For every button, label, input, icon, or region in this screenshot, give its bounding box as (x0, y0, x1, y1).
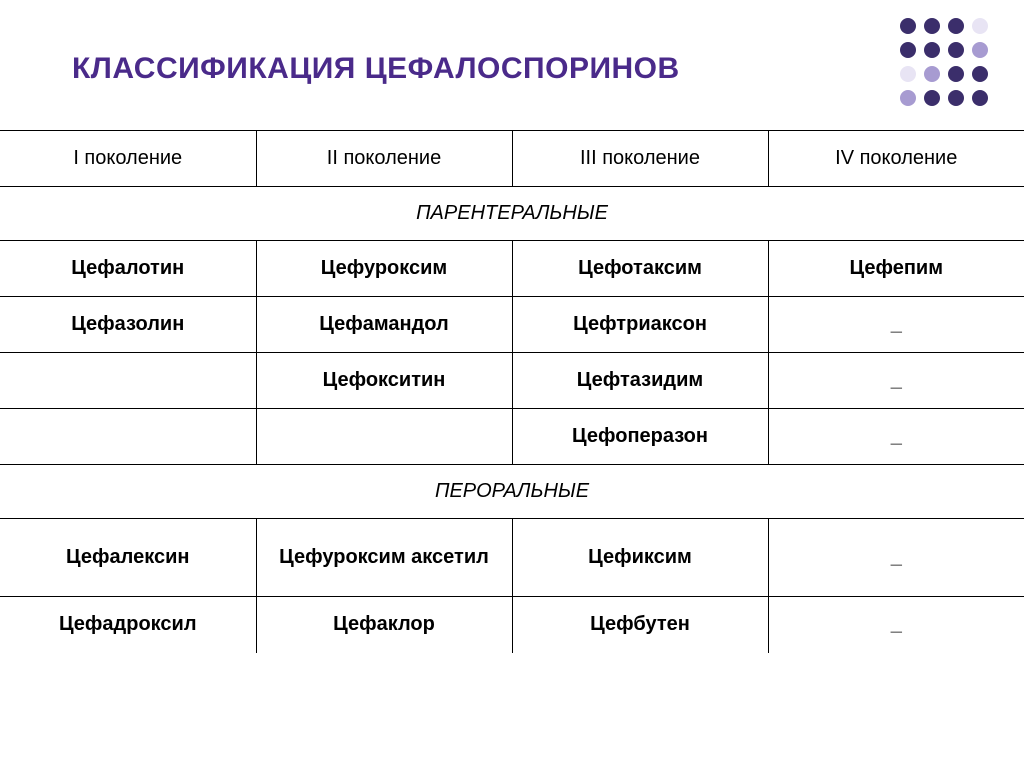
section-label: ПАРЕНТЕРАЛЬНЫЕ (0, 187, 1024, 241)
dot-icon (900, 18, 916, 34)
col-header: IV поколение (768, 131, 1024, 187)
col-header: II поколение (256, 131, 512, 187)
dot-icon (900, 42, 916, 58)
classification-table: I поколение II поколение III поколение I… (0, 130, 1024, 653)
table-row: Цефалексин Цефуроксим аксетил Цефиксим _ (0, 519, 1024, 597)
cell: Цефепим (768, 241, 1024, 297)
section-row: ПАРЕНТЕРАЛЬНЫЕ (0, 187, 1024, 241)
dot-icon (972, 18, 988, 34)
page-title: КЛАССИФИКАЦИЯ ЦЕФАЛОСПОРИНОВ (72, 52, 680, 86)
dot-icon (924, 90, 940, 106)
cell: Цефотаксим (512, 241, 768, 297)
cell: Цефокситин (256, 353, 512, 409)
cell: Цефазолин (0, 297, 256, 353)
cell: Цефоперазон (512, 409, 768, 465)
cell: Цефалексин (0, 519, 256, 597)
cell: _ (768, 519, 1024, 597)
cell: Цефуроксим аксетил (256, 519, 512, 597)
col-header: I поколение (0, 131, 256, 187)
dot-icon (972, 66, 988, 82)
table-row: Цефоперазон _ (0, 409, 1024, 465)
section-label: ПЕРОРАЛЬНЫЕ (0, 465, 1024, 519)
dot-icon (924, 42, 940, 58)
cell: Цефамандол (256, 297, 512, 353)
cell: Цефтриаксон (512, 297, 768, 353)
cell: Цефбутен (512, 597, 768, 653)
cell: Цефуроксим (256, 241, 512, 297)
cell: Цефаклор (256, 597, 512, 653)
cell: _ (768, 597, 1024, 653)
cell: Цефтазидим (512, 353, 768, 409)
cell: Цефадроксил (0, 597, 256, 653)
dot-icon (948, 42, 964, 58)
cell: Цефалотин (0, 241, 256, 297)
table-row: Цефазолин Цефамандол Цефтриаксон _ (0, 297, 1024, 353)
dot-icon (900, 90, 916, 106)
cell: _ (768, 297, 1024, 353)
cell: Цефиксим (512, 519, 768, 597)
dot-icon (948, 66, 964, 82)
dot-icon (924, 66, 940, 82)
dot-icon (924, 18, 940, 34)
table-header-row: I поколение II поколение III поколение I… (0, 131, 1024, 187)
cell (0, 353, 256, 409)
dot-icon (900, 66, 916, 82)
cell: _ (768, 353, 1024, 409)
table-row: Цефалотин Цефуроксим Цефотаксим Цефепим (0, 241, 1024, 297)
dot-icon (948, 90, 964, 106)
table-row: Цефадроксил Цефаклор Цефбутен _ (0, 597, 1024, 653)
cell: _ (768, 409, 1024, 465)
dot-icon (972, 42, 988, 58)
col-header: III поколение (512, 131, 768, 187)
cell (0, 409, 256, 465)
table-row: Цефокситин Цефтазидим _ (0, 353, 1024, 409)
section-row: ПЕРОРАЛЬНЫЕ (0, 465, 1024, 519)
cell (256, 409, 512, 465)
dot-icon (948, 18, 964, 34)
dot-icon (972, 90, 988, 106)
decorative-dots (900, 18, 990, 108)
